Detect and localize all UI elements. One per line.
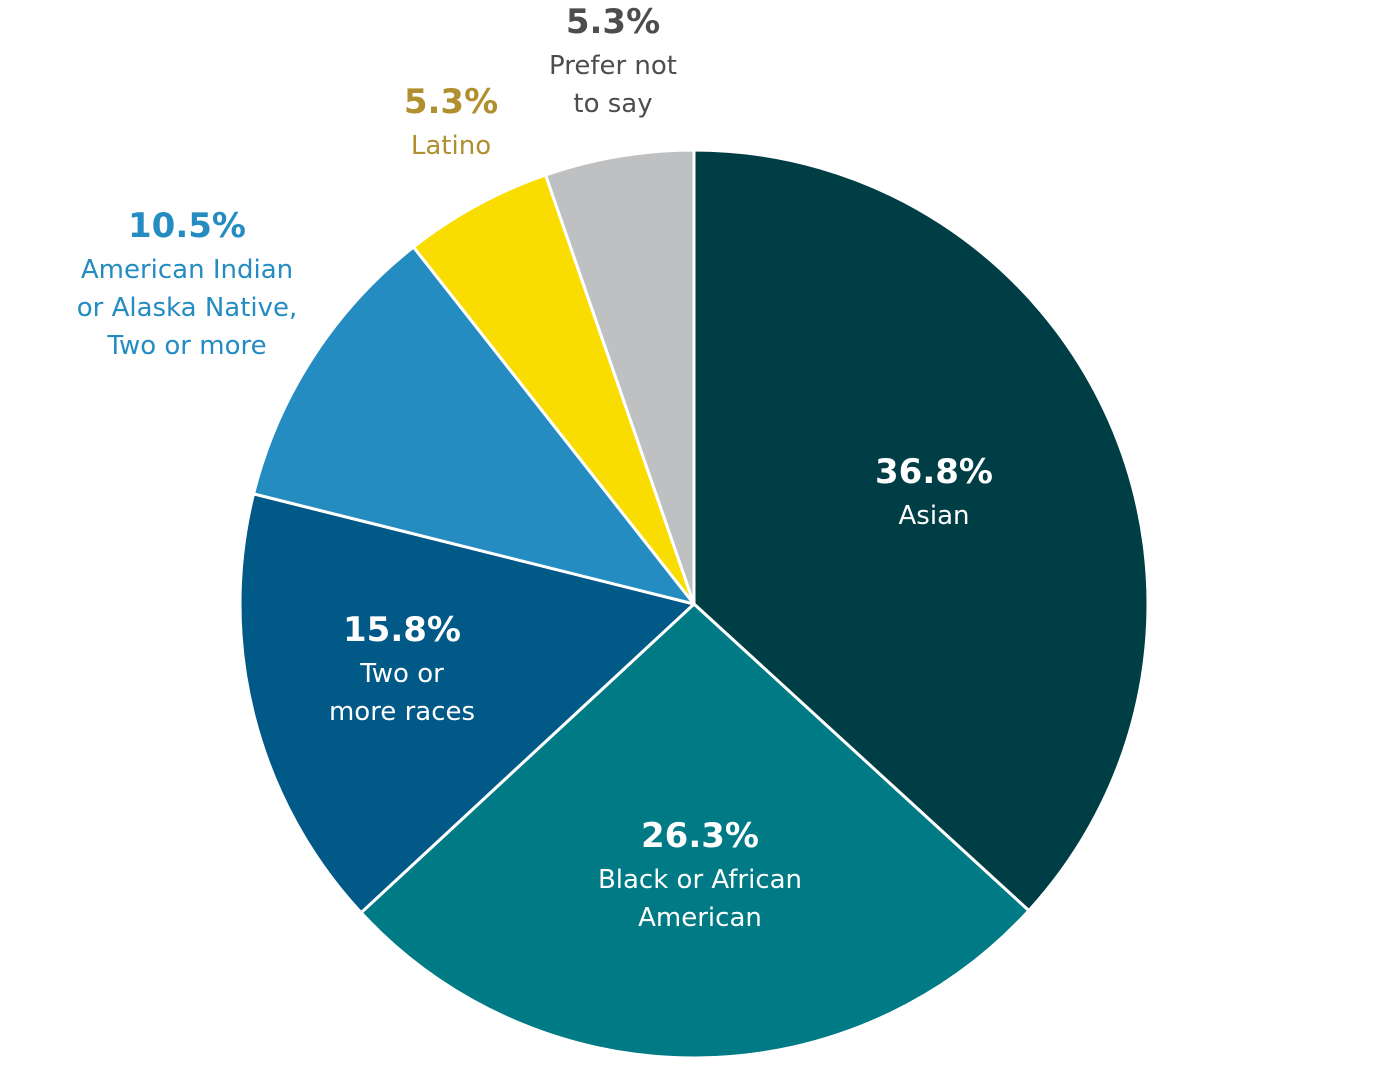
slice-percent-1: 26.3% — [641, 816, 759, 856]
slice-category-1-line-1: American — [638, 903, 762, 933]
slice-category-1-line-0: Black or African — [598, 865, 802, 895]
slice-label-1: 26.3% Black or African American — [598, 816, 802, 933]
pie-slice-1 — [359, 602, 1031, 1060]
slice-label-0: 36.8% Asian — [875, 452, 993, 531]
slice-category-2-line-1: more races — [329, 697, 475, 727]
slice-percent-4: 5.3% — [404, 82, 498, 122]
pie-slice-0 — [692, 148, 1150, 913]
slice-category-5-line-1: to say — [573, 89, 652, 119]
slice-percent-2: 15.8% — [343, 610, 461, 650]
pie-slices — [238, 148, 1150, 1060]
slice-category-3-line-2: Two or more — [106, 331, 266, 361]
slice-percent-3: 10.5% — [128, 206, 246, 246]
slice-category-3-line-0: American Indian — [81, 255, 293, 285]
pie-slice-3 — [252, 245, 696, 606]
pie-slice-5 — [544, 148, 696, 606]
slice-percent-5: 5.3% — [566, 2, 660, 42]
slice-label-2: 15.8% Two or more races — [329, 610, 475, 727]
slice-percent-0: 36.8% — [875, 452, 993, 492]
slice-category-3-line-1: or Alaska Native, — [77, 293, 298, 323]
pie-slice-4 — [411, 173, 696, 606]
slice-label-4: 5.3% Latino — [404, 82, 498, 161]
slice-label-5: 5.3% Prefer not to say — [549, 2, 677, 119]
slice-category-0-line-0: Asian — [899, 501, 970, 531]
slice-labels: 36.8% Asian 26.3% Black or African American 1… — [77, 2, 993, 933]
slice-category-5-line-0: Prefer not — [549, 51, 677, 81]
slice-category-2-line-0: Two or — [359, 659, 444, 689]
pie-slice-2 — [238, 492, 696, 915]
slice-label-3: 10.5% American Indian or Alaska Native, Two… — [77, 206, 298, 361]
slice-category-4-line-0: Latino — [411, 131, 491, 161]
